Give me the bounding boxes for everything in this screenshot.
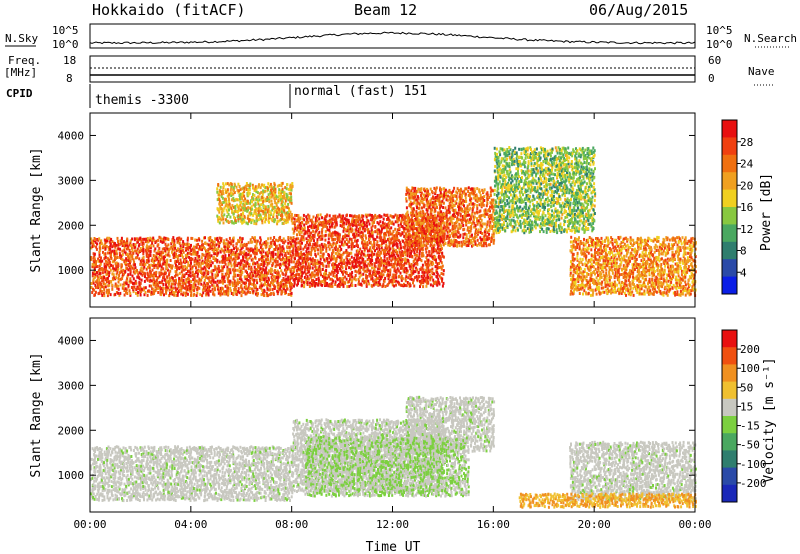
power-ylabel: Slant Range [km] xyxy=(29,147,44,272)
nsearch-tick-bottom: 10^0 xyxy=(706,38,733,51)
nsky-tick-top: 10^5 xyxy=(52,24,79,37)
velocity-xlabel: Time UT xyxy=(366,540,421,554)
xtick-label-1: 04:00 xyxy=(174,518,207,531)
velocity-ylabel: Slant Range [km] xyxy=(29,352,44,477)
nsky-trace xyxy=(89,31,696,45)
nave-tick-bottom: 0 xyxy=(708,72,715,85)
power-echoes xyxy=(90,146,697,298)
ytick-label-3: 4000 xyxy=(58,334,85,347)
xtick-label-2: 08:00 xyxy=(275,518,308,531)
echo-region-4 xyxy=(216,181,294,226)
freq-tick-top: 18 xyxy=(63,54,76,67)
colorbar-swatch-9 xyxy=(722,276,737,295)
colorbar-swatch-0 xyxy=(722,330,737,348)
colorbar-swatch-0 xyxy=(722,120,737,138)
nsearch-tick-top: 10^5 xyxy=(706,24,733,37)
nsky-panel: N.Sky 10^5 10^0 N.Search 10^5 10^0 xyxy=(5,23,797,51)
freq-tick-bottom: 8 xyxy=(66,72,73,85)
colorbar-swatch-7 xyxy=(722,241,737,260)
colorbar-tick-4: 12 xyxy=(740,223,753,236)
xtick-label-0: 00:00 xyxy=(73,518,106,531)
xtick-label-3: 12:00 xyxy=(376,518,409,531)
nsky-label: N.Sky xyxy=(5,32,38,45)
freq-unit: [MHz] xyxy=(4,66,37,79)
nave-label: Nave xyxy=(748,65,775,78)
echo-region-2 xyxy=(405,395,496,453)
station-title: Hokkaido (fitACF) xyxy=(92,1,246,19)
colorbar-swatch-6 xyxy=(722,224,737,243)
colorbar-swatch-2 xyxy=(722,364,737,383)
power-colorbar: 28 24 20 16 12 8 4 xyxy=(721,119,754,295)
colorbar-tick-2: 20 xyxy=(740,179,753,192)
velocity-colorbar: 200 100 50 15 -15 -50 -100 -200 xyxy=(721,329,767,503)
nsky-tick-bottom: 10^0 xyxy=(52,38,79,51)
freq-label: Freq. xyxy=(8,54,41,67)
echo-region-5 xyxy=(493,146,597,235)
colorbar-tick-5: -50 xyxy=(740,439,760,452)
velocity-axes: 1000 2000 3000 4000 00:00 04:00 08:00 12:00 16:0… xyxy=(58,318,712,531)
colorbar-tick-3: 16 xyxy=(740,201,753,214)
colorbar-swatch-8 xyxy=(722,467,737,486)
cpid-panel: CPID themis -3300 normal (fast) 151 xyxy=(6,84,427,108)
colorbar-swatch-8 xyxy=(722,259,737,278)
colorbar-tick-7: -200 xyxy=(740,477,767,490)
ytick-label-2: 3000 xyxy=(58,174,85,187)
colorbar-swatch-5 xyxy=(722,416,737,434)
cpid-segment-1: normal (fast) 151 xyxy=(294,84,427,99)
velocity-colorbar-label: Velocity [m s⁻¹] xyxy=(762,357,777,482)
power-colorbar-label: Power [dB] xyxy=(759,173,774,251)
power-panel: 1000 2000 3000 4000 Slant Range [km] xyxy=(29,112,697,308)
echo-region-0 xyxy=(90,235,294,298)
colorbar-swatch-4 xyxy=(722,189,737,208)
ytick-label-1: 2000 xyxy=(58,219,85,232)
nave-tick-top: 60 xyxy=(708,54,721,67)
echo-region-5 xyxy=(304,436,470,498)
velocity-panel: 1000 2000 3000 4000 00:00 04:00 08:00 12:00 16:0… xyxy=(29,317,712,554)
colorbar-swatch-5 xyxy=(722,207,737,225)
colorbar-tick-6: -100 xyxy=(740,458,767,471)
colorbar-swatch-1 xyxy=(722,347,737,365)
nsearch-label: N.Search xyxy=(744,32,797,45)
cpid-label: CPID xyxy=(6,87,33,100)
colorbar-tick-0: 28 xyxy=(740,136,753,149)
colorbar-swatch-3 xyxy=(722,172,737,191)
colorbar-swatch-1 xyxy=(722,137,737,156)
colorbar-tick-1: 24 xyxy=(740,158,754,171)
colorbar-swatch-4 xyxy=(722,398,737,417)
colorbar-swatch-7 xyxy=(722,450,737,469)
colorbar-swatch-3 xyxy=(722,381,737,400)
colorbar-swatch-2 xyxy=(722,154,737,173)
ytick-label-0: 1000 xyxy=(58,469,85,482)
velocity-echoes xyxy=(90,395,697,509)
xtick-label-5: 20:00 xyxy=(578,518,611,531)
colorbar-swatch-9 xyxy=(722,484,737,503)
colorbar-tick-0: 200 xyxy=(740,343,760,356)
ytick-label-0: 1000 xyxy=(58,264,85,277)
colorbar-tick-2: 50 xyxy=(740,381,753,394)
colorbar-tick-3: 15 xyxy=(740,400,753,413)
ytick-label-1: 2000 xyxy=(58,424,85,437)
colorbar-tick-1: 100 xyxy=(740,362,760,375)
power-axes: 1000 2000 3000 4000 xyxy=(58,113,696,307)
beam-title: Beam 12 xyxy=(354,1,417,19)
date-title: 06/Aug/2015 xyxy=(589,1,688,19)
colorbar-tick-5: 8 xyxy=(740,245,747,258)
ytick-label-2: 3000 xyxy=(58,379,85,392)
cpid-segment-0: themis -3300 xyxy=(95,93,189,108)
colorbar-tick-6: 4 xyxy=(740,266,747,279)
echo-region-0 xyxy=(90,445,294,503)
xtick-label-6: 00:00 xyxy=(678,518,711,531)
ytick-label-3: 4000 xyxy=(58,129,85,142)
echo-region-4 xyxy=(518,492,697,509)
xtick-label-4: 16:00 xyxy=(477,518,510,531)
colorbar-swatch-6 xyxy=(722,433,737,451)
echo-region-3 xyxy=(569,235,697,297)
freq-panel: Freq. [MHz] 18 8 60 0 Nave xyxy=(4,54,775,86)
echo-region-2 xyxy=(405,186,496,248)
colorbar-tick-4: -15 xyxy=(740,420,760,433)
